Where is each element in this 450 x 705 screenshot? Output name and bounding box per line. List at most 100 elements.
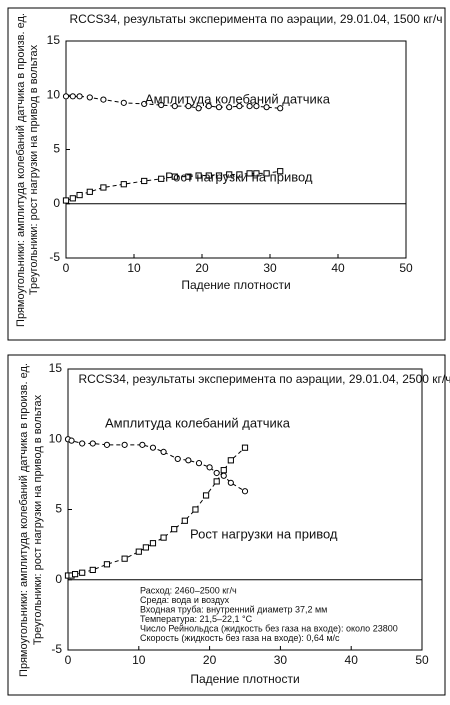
data-point: [141, 100, 148, 108]
data-point: [202, 492, 210, 499]
data-point: [79, 569, 86, 576]
data-point: [62, 93, 70, 100]
x-tick-label: 50: [415, 653, 429, 667]
data-point: [236, 171, 243, 178]
data-point: [181, 517, 188, 524]
data-point: [62, 197, 70, 204]
x-axis-label: Падение плотности: [181, 278, 290, 292]
data-point: [69, 93, 76, 100]
x-axis-label: Падение плотности: [190, 672, 299, 686]
data-point: [227, 479, 234, 486]
data-point: [139, 441, 146, 448]
data-point: [277, 105, 284, 112]
y-axis-label: Треугольники: рост нагрузки на привод в …: [28, 44, 40, 295]
data-point: [185, 173, 192, 180]
x-tick-label: 40: [331, 261, 345, 275]
y-tick-label: 5: [53, 142, 60, 156]
x-tick-label: 10: [127, 261, 141, 275]
data-point: [195, 172, 202, 179]
data-point: [121, 441, 128, 448]
data-point: [185, 103, 192, 110]
data-point: [68, 437, 75, 444]
note: Расход: 2460–2500 кг/ч: [140, 585, 237, 595]
data-point: [205, 172, 212, 179]
data-point: [158, 175, 165, 182]
chart-frame: [7, 354, 446, 696]
x-tick-label: 0: [65, 653, 72, 667]
data-point: [86, 188, 93, 195]
data-point: [236, 103, 243, 110]
data-point: [195, 460, 203, 467]
data-point: [100, 184, 107, 191]
data-point: [241, 444, 249, 451]
data-point: [158, 101, 165, 109]
x-tick-label: 30: [274, 653, 288, 667]
data-point: [246, 103, 253, 110]
series-label: Амплитуда колебаний датчика: [145, 91, 331, 106]
data-point: [205, 103, 212, 110]
y-tick-label: 15: [49, 361, 63, 375]
data-point: [149, 540, 157, 547]
series-line: [68, 447, 246, 577]
note: Входная труба: внутренний диаметр 37,2 м…: [140, 604, 327, 614]
note: Скорость (жидкость без газа на входе): 0…: [140, 633, 340, 643]
data-point: [206, 464, 213, 471]
data-point: [277, 168, 284, 175]
data-point: [215, 104, 223, 111]
data-point: [226, 171, 233, 178]
y-tick-label: 10: [49, 431, 63, 445]
data-point: [121, 555, 128, 562]
data-point: [100, 96, 107, 103]
data-point: [253, 170, 260, 177]
note: Среда: вода и воздух: [140, 595, 230, 605]
data-point: [76, 191, 83, 199]
x-tick-label: 20: [203, 653, 217, 667]
data-point: [185, 457, 192, 464]
y-tick-label: 0: [53, 196, 60, 210]
data-point: [89, 440, 96, 447]
data-point: [213, 469, 220, 477]
x-tick-label: 0: [63, 261, 70, 275]
y-tick-label: 15: [47, 33, 61, 47]
y-tick-label: 10: [47, 87, 61, 101]
y-tick-label: -5: [49, 250, 60, 264]
data-point: [220, 467, 227, 474]
data-point: [76, 93, 83, 100]
data-point: [246, 170, 253, 177]
data-point: [149, 444, 157, 451]
y-tick-label: -5: [51, 642, 62, 656]
data-point: [141, 177, 148, 185]
x-tick-label: 40: [345, 653, 359, 667]
data-point: [192, 506, 199, 513]
data-point: [263, 104, 270, 111]
y-tick-label: 5: [55, 502, 62, 516]
data-point: [71, 571, 79, 578]
y-tick-label: 0: [55, 572, 62, 586]
chart-frame: [7, 7, 446, 341]
data-point: [120, 99, 127, 106]
data-point: [86, 94, 93, 101]
x-tick-label: 10: [132, 653, 146, 667]
x-tick-label: 50: [399, 261, 413, 275]
y-axis-label: Треугольники: рост нагрузки на привод в …: [32, 394, 44, 645]
data-point: [171, 173, 178, 180]
data-point: [226, 104, 233, 111]
data-point: [213, 478, 220, 485]
data-point: [103, 441, 111, 448]
data-point: [174, 455, 181, 463]
series-label: Рост нагрузки на привод: [165, 169, 313, 184]
data-point: [171, 526, 178, 533]
x-tick-label: 20: [195, 261, 209, 275]
data-point: [263, 170, 270, 177]
series-label: Рост нагрузки на привод: [190, 526, 338, 541]
data-point: [241, 488, 249, 495]
data-point: [120, 181, 127, 188]
data-point: [103, 561, 111, 568]
data-point: [195, 105, 202, 112]
data-point: [253, 103, 260, 110]
chart-title: RCCS34, результаты эксперимента по аэрац…: [79, 372, 450, 386]
data-point: [160, 448, 167, 455]
plot-area: [65, 40, 407, 259]
data-point: [89, 566, 96, 574]
